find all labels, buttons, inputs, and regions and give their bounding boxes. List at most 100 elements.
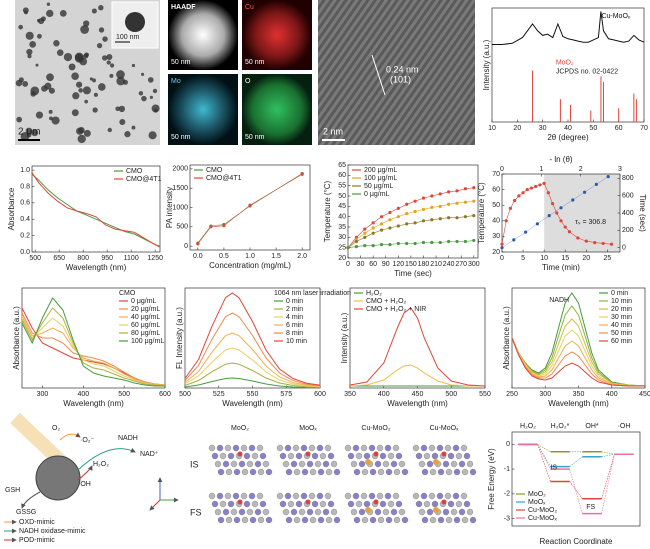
x-tick-label: 500 — [118, 391, 130, 398]
series-line — [349, 364, 485, 387]
y-axis-label: Intensity (a.u.) — [482, 39, 491, 90]
particle — [141, 72, 145, 76]
particle — [29, 41, 37, 48]
category-label: ·OH — [618, 423, 631, 430]
atom — [369, 516, 377, 524]
marker — [438, 204, 442, 208]
x-tick-label: 60 — [615, 125, 623, 132]
particle — [26, 132, 32, 138]
particle — [152, 88, 158, 94]
atom — [428, 444, 436, 452]
atom — [437, 468, 445, 476]
atom — [214, 508, 222, 516]
series-line — [21, 312, 166, 386]
cu-atom — [433, 459, 439, 465]
atom — [384, 444, 392, 452]
marker — [500, 242, 504, 246]
atom — [317, 516, 325, 524]
marker — [413, 221, 417, 225]
y-tick-label: 40 — [338, 214, 346, 221]
marker — [388, 210, 392, 215]
atom — [311, 500, 319, 508]
series-line — [349, 307, 486, 387]
atom — [361, 468, 369, 476]
particle — [116, 70, 125, 79]
marker — [447, 190, 451, 194]
atom — [301, 468, 309, 476]
marker — [405, 211, 409, 216]
particle — [56, 49, 64, 57]
x2-tick-label: 0 — [500, 166, 504, 173]
atom — [262, 460, 270, 468]
atom — [436, 444, 444, 452]
atom — [398, 460, 406, 468]
y-axis-label: FL Intensity (a.u.) — [175, 307, 184, 369]
plot-frame — [21, 287, 166, 389]
marker — [559, 219, 563, 223]
particle — [89, 77, 93, 81]
series-line — [511, 305, 646, 387]
atom — [246, 508, 254, 516]
marker — [583, 190, 587, 194]
atom — [361, 516, 369, 524]
series-line — [184, 332, 321, 387]
particle — [48, 87, 55, 94]
category-label: H₂O₂ — [520, 423, 536, 430]
atom — [282, 508, 290, 516]
legend-label: 100 μg/mL — [364, 175, 397, 182]
particle — [35, 63, 39, 67]
marker — [430, 194, 434, 198]
y-tick-label: 25 — [338, 245, 346, 252]
particle — [138, 91, 144, 96]
x-tick-label: 650 — [53, 255, 65, 262]
marker — [504, 219, 508, 223]
cu-atom — [433, 507, 439, 513]
atom — [420, 492, 428, 500]
atom — [374, 508, 382, 516]
eds-label: Cu — [245, 4, 254, 11]
particle — [83, 129, 91, 137]
x-tick-label: 15 — [561, 255, 569, 262]
atom — [227, 500, 235, 508]
atom — [429, 468, 437, 476]
series-line — [501, 183, 612, 245]
x-tick-label: 270 — [455, 261, 467, 268]
particle — [106, 60, 111, 65]
marker — [379, 242, 384, 247]
atom — [243, 452, 251, 460]
x-tick-label: 350 — [573, 391, 585, 398]
x-tick-label: 210 — [430, 261, 442, 268]
row-label: IS — [190, 459, 199, 469]
annotation: FS — [586, 504, 595, 511]
y2-tick-label: 800 — [622, 175, 634, 182]
atom — [311, 452, 319, 460]
marker — [534, 184, 538, 189]
particle — [109, 73, 114, 78]
legend-label: CMO + H₂O₂ + NIR — [366, 306, 426, 313]
inset-particle — [125, 12, 145, 32]
series-line — [184, 347, 321, 388]
atom — [393, 468, 401, 476]
marker — [547, 214, 551, 218]
marker — [388, 242, 392, 247]
series-line — [511, 337, 645, 387]
marker — [413, 199, 417, 203]
particle — [25, 127, 33, 135]
species: GSSG — [16, 509, 36, 516]
marker — [525, 188, 529, 192]
legend-title: 1064 nm laser irradiation — [274, 290, 351, 297]
atom — [276, 492, 284, 500]
schematic: O₂ ·O₂⁻ NADH NAD⁺ H₂O₂ ·OH GSH GSSG OXD-… — [4, 412, 179, 544]
particle — [118, 105, 126, 113]
atom — [453, 468, 461, 476]
plane: (101) — [390, 74, 411, 84]
eds-label: O — [245, 78, 251, 85]
x-tick-label: 400 — [378, 391, 390, 398]
series-line — [184, 312, 321, 387]
atom — [426, 508, 434, 516]
species: NADH — [118, 435, 138, 442]
cu-atom — [365, 459, 371, 465]
legend-label: 20 μg/mL — [131, 306, 160, 313]
legend-label: H₂O₂ — [366, 290, 382, 297]
marker — [472, 214, 476, 218]
